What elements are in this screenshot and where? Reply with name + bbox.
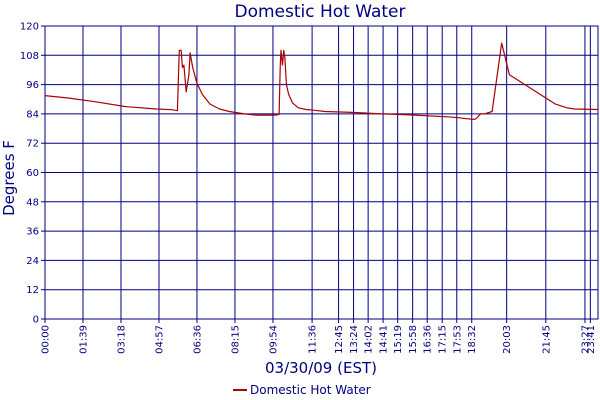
x-tick-label: 15:58	[408, 325, 419, 354]
x-tick-label: 14:02	[364, 325, 375, 354]
y-axis-title: Degrees F	[0, 140, 18, 216]
x-tick-label: 16:36	[423, 325, 434, 354]
x-tick-label: 01:39	[78, 325, 89, 354]
legend: Domestic Hot Water	[233, 383, 371, 397]
y-tick-label: 36	[26, 227, 39, 238]
y-tick-label: 0	[33, 315, 39, 326]
x-tick-label: 08:15	[230, 325, 241, 354]
chart-title: Domestic Hot Water	[234, 2, 405, 22]
x-tick-label: 00:00	[41, 325, 52, 354]
x-axis-title: 03/30/09 (EST)	[265, 359, 377, 377]
series-layer	[44, 42, 599, 120]
grid	[44, 25, 598, 320]
y-tick-label: 108	[20, 51, 39, 62]
legend-label: Domestic Hot Water	[250, 383, 371, 397]
x-tick-label: 17:15	[438, 325, 449, 354]
x-tick-label: 23:41	[586, 325, 597, 354]
x-ticks: 00:00 01:39 03:18 04:57 06:36 08:15 09:54 11:36…	[41, 319, 597, 354]
y-tick-label: 60	[26, 168, 39, 179]
x-tick-label: 17:53	[452, 325, 463, 354]
y-tick-label: 96	[26, 80, 39, 91]
y-tick-label: 48	[26, 197, 39, 208]
x-tick-label: 18:32	[467, 325, 478, 354]
x-tick-label: 23:27	[580, 325, 591, 354]
x-tick-label: 20:03	[502, 325, 513, 354]
x-tick-label: 15:19	[393, 325, 404, 354]
x-tick-label: 12:45	[334, 325, 345, 354]
x-tick-label: 14:41	[379, 325, 390, 354]
y-tick-label: 24	[26, 256, 39, 267]
x-tick-label: 09:54	[268, 325, 279, 354]
x-tick-label: 03:18	[116, 325, 127, 354]
x-tick-label: 21:45	[541, 325, 552, 354]
y-tick-label: 12	[26, 285, 39, 296]
y-tick-label: 72	[26, 139, 39, 150]
y-tick-label: 84	[26, 109, 39, 120]
y-ticks: 0 12 24 36 48 60 72 84 96 108 120	[20, 22, 45, 326]
x-tick-label: 13:24	[349, 325, 360, 354]
x-tick-label: 04:57	[154, 325, 165, 354]
x-tick-label: 06:36	[192, 325, 203, 354]
series-line-domestic-hot-water	[44, 42, 599, 120]
y-tick-label: 120	[20, 22, 39, 33]
x-tick-label: 11:36	[308, 325, 319, 354]
